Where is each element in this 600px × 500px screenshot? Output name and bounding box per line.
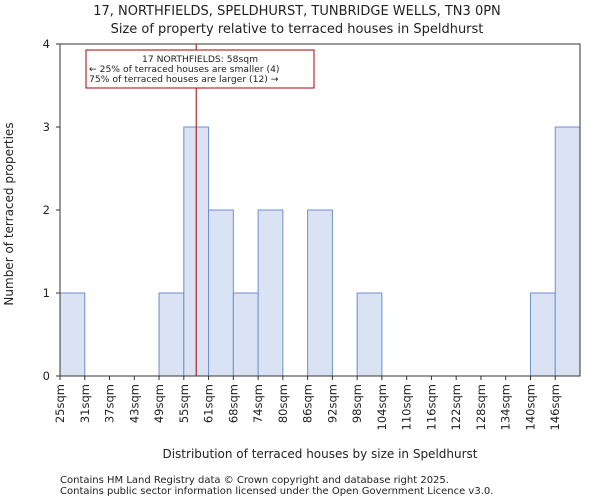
x-tick-label: 86sqm bbox=[301, 384, 315, 423]
x-tick-label: 140sqm bbox=[523, 384, 537, 430]
x-tick-label: 74sqm bbox=[251, 384, 265, 423]
y-tick-label: 3 bbox=[43, 120, 50, 134]
chart-subtitle: Size of property relative to terraced ho… bbox=[111, 22, 484, 37]
chart-title: 17, NORTHFIELDS, SPELDHURST, TUNBRIDGE W… bbox=[93, 4, 501, 19]
annotation-box: 17 NORTHFIELDS: 58sqm ← 25% of terraced … bbox=[85, 49, 315, 89]
bar-98sqm bbox=[356, 292, 383, 377]
x-tick-label: 92sqm bbox=[325, 384, 339, 423]
x-tick-label: 68sqm bbox=[226, 384, 240, 423]
bar-49sqm bbox=[158, 292, 185, 377]
bar-61sqm bbox=[208, 209, 234, 377]
bar-25sqm bbox=[59, 292, 86, 377]
x-tick-label: 98sqm bbox=[350, 384, 364, 423]
x-tick-label: 80sqm bbox=[276, 384, 290, 423]
x-tick-label: 61sqm bbox=[202, 384, 216, 423]
x-axis-label: Distribution of terraced houses by size … bbox=[162, 447, 477, 461]
x-tick-label: 116sqm bbox=[424, 384, 438, 430]
y-axis: 0 1 2 3 4 bbox=[43, 37, 60, 383]
annotation-line-1: 17 NORTHFIELDS: 58sqm bbox=[142, 54, 258, 65]
x-tick-label: 49sqm bbox=[152, 384, 166, 423]
x-tick-label: 122sqm bbox=[449, 384, 463, 430]
bar-140sqm bbox=[529, 292, 556, 377]
x-axis: 25sqm 31sqm 37sqm 43sqm 49sqm 55sqm 61sqm 68sqm… bbox=[53, 376, 562, 430]
x-tick-label: 104sqm bbox=[375, 384, 389, 430]
annotation-line-3: 75% of terraced houses are larger (12) → bbox=[89, 74, 279, 85]
x-tick-label: 37sqm bbox=[103, 384, 117, 423]
x-tick-label: 110sqm bbox=[400, 384, 414, 430]
y-tick-label: 4 bbox=[43, 37, 50, 51]
bar-68sqm bbox=[232, 292, 259, 377]
annotation-frame bbox=[85, 49, 315, 89]
bar-86sqm bbox=[307, 209, 333, 377]
bars-group bbox=[59, 126, 581, 377]
bar-146sqm bbox=[554, 126, 581, 377]
y-tick-label: 1 bbox=[43, 286, 50, 300]
x-tick-label: 128sqm bbox=[474, 384, 488, 430]
annotation-line-2: ← 25% of terraced houses are smaller (4) bbox=[89, 64, 280, 75]
x-tick-label: 134sqm bbox=[499, 384, 513, 430]
y-axis-label: Number of terraced properties bbox=[2, 122, 16, 305]
footer-line-2: Contains public sector information licen… bbox=[60, 486, 493, 497]
footer-line-1: Contains HM Land Registry data © Crown c… bbox=[60, 475, 449, 486]
x-tick-label: 146sqm bbox=[548, 384, 562, 430]
x-tick-label: 55sqm bbox=[177, 384, 191, 423]
y-tick-label: 2 bbox=[43, 203, 50, 217]
x-tick-label: 31sqm bbox=[78, 384, 92, 423]
y-tick-label: 0 bbox=[43, 369, 50, 383]
bar-74sqm bbox=[257, 209, 284, 377]
x-tick-label: 25sqm bbox=[53, 384, 67, 423]
x-tick-label: 43sqm bbox=[127, 384, 141, 423]
